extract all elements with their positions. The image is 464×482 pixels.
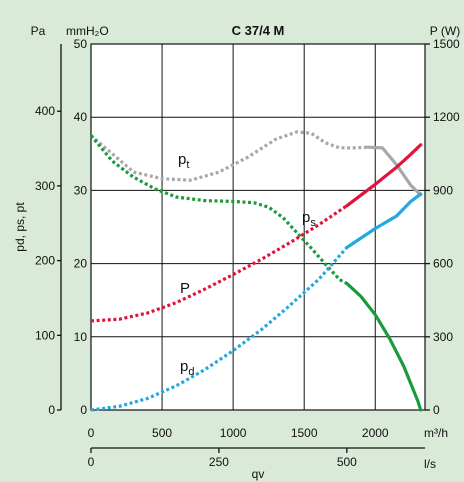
x-tick-label: 1000 [220, 426, 247, 440]
y-pa-tick-label: 100 [35, 328, 55, 342]
x-tick-label: 2000 [362, 426, 389, 440]
x2-tick-label: 250 [209, 455, 229, 469]
y-axis-pa-unit: Pa [31, 24, 46, 38]
series-P-dotted [90, 204, 348, 323]
y-mmh2o-tick-label: 20 [74, 257, 88, 271]
series-pt-dotted [89, 130, 369, 182]
x-tick-label: 1500 [291, 426, 318, 440]
y-axis-pressure-label: pd, ps, pt [13, 202, 27, 252]
axes: 0 500 1000 1500 2000010203040500100200300400… [35, 37, 460, 469]
y-pa-tick-label: 200 [35, 254, 55, 268]
series-ps-dotted [89, 134, 348, 285]
series-P-solid [345, 143, 423, 208]
grid-lines [91, 44, 425, 410]
x2-tick-label: 500 [337, 455, 357, 469]
series-pd-solid [345, 192, 423, 250]
y-power-tick-label: 600 [433, 257, 453, 271]
y-pa-tick-label: 0 [48, 403, 55, 417]
y-mmh2o-tick-label: 10 [74, 330, 88, 344]
y-axis-power-unit: P (W) [430, 24, 460, 38]
x-axis-unit-ls: l/s [424, 457, 436, 471]
y-mmh2o-tick-label: 30 [74, 183, 88, 197]
y-mmh2o-tick-label: 40 [74, 110, 88, 124]
series-ps-solid [345, 281, 423, 412]
y-power-tick-label: 0 [433, 403, 440, 417]
series-pd-dotted [90, 246, 348, 412]
y-power-tick-label: 900 [433, 183, 453, 197]
curves [89, 130, 423, 412]
y-pa-tick-label: 400 [35, 104, 55, 118]
x-tick-label: 500 [152, 426, 172, 440]
y-mmh2o-tick-label: 0 [80, 403, 87, 417]
series-pt-solid [366, 145, 423, 197]
x-axis-label: qv [252, 467, 265, 481]
curve-label-pt: pt [178, 151, 189, 171]
y-power-tick-label: 1500 [433, 37, 460, 51]
y-power-tick-label: 300 [433, 330, 453, 344]
y-mmh2o-tick-label: 50 [74, 37, 88, 51]
y-pa-tick-label: 300 [35, 179, 55, 193]
x-axis-unit-m3h: m³/h [424, 426, 448, 440]
x2-tick-label: 0 [88, 455, 95, 469]
curve-label-P: P [180, 280, 190, 297]
plot-area [90, 43, 426, 411]
chart-title: C 37/4 M [232, 23, 285, 38]
x-tick-label: 0 [88, 426, 95, 440]
y-axis-mmh2o-unit: mmH₂O [66, 24, 109, 38]
y-power-tick-label: 1200 [433, 110, 460, 124]
